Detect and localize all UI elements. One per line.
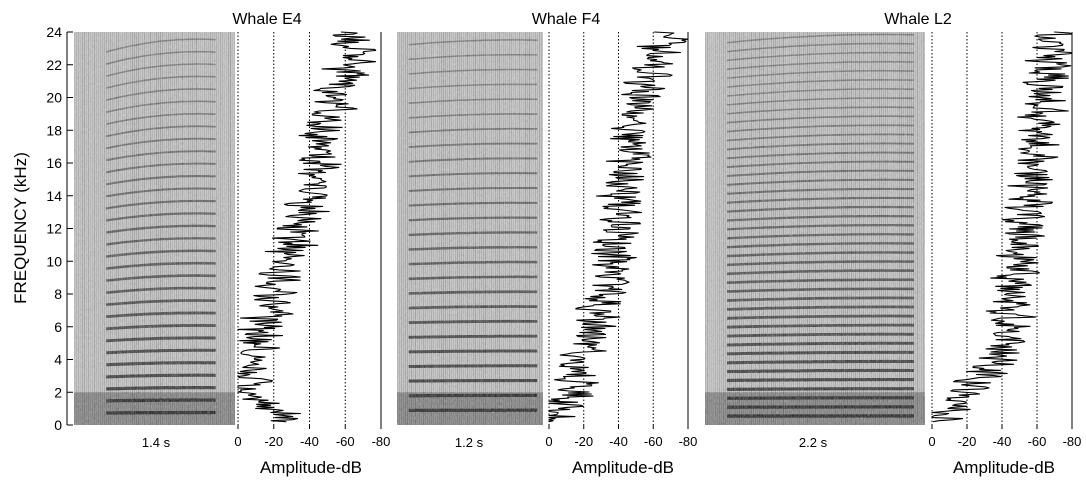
spectrogram-grain	[74, 32, 235, 425]
amp-tick-label: 0	[234, 434, 241, 449]
amp-tick-label: -80	[1063, 434, 1082, 449]
amplitude-trace	[237, 31, 377, 423]
panel-whale-e4: Whale E4 1.4 s 0 -20 -40 -60 -80 Amplitude-d…	[74, 11, 390, 477]
y-axis-label: FREQUENCY (kHz)	[11, 152, 30, 304]
duration-label: 1.4 s	[142, 435, 171, 450]
amplitude-axis: 0 -20 -40 -60 -80	[545, 425, 697, 449]
y-tick-label: 18	[46, 122, 62, 138]
amplitude-trace	[548, 31, 689, 423]
amp-tick-label: -80	[372, 434, 391, 449]
amp-tick-label: -40	[993, 434, 1012, 449]
amp-tick-label: -60	[644, 434, 663, 449]
y-tick-label: 16	[46, 155, 62, 171]
panel-title: Whale E4	[232, 11, 301, 28]
y-tick-label: 24	[46, 24, 62, 40]
y-tick-label: 22	[46, 57, 62, 73]
amplitude-spectrum	[931, 31, 1073, 425]
panel-whale-l2: Whale L2 2.2 s 0 -20 -40 -60 -80 Amplitude-d…	[705, 11, 1081, 477]
y-tick-label: 0	[54, 417, 62, 433]
y-tick-label: 12	[46, 221, 62, 237]
amp-tick-label: -20	[958, 434, 977, 449]
amplitude-axis-label: Amplitude-dB	[260, 458, 362, 477]
amp-tick-label: -20	[574, 434, 593, 449]
y-tick-label: 20	[46, 90, 62, 106]
amp-tick-label: -80	[679, 434, 698, 449]
amp-tick-label: -40	[300, 434, 319, 449]
amp-tick-label: -40	[609, 434, 628, 449]
amp-tick-label: -60	[336, 434, 355, 449]
amp-tick-label: -60	[1028, 434, 1047, 449]
amp-tick-label: -20	[264, 434, 283, 449]
amplitude-axis: 0 -20 -40 -60 -80	[234, 425, 390, 449]
panel-title: Whale F4	[532, 11, 601, 28]
y-tick-label: 14	[46, 188, 62, 204]
amplitude-trace	[931, 31, 1073, 423]
y-tick-label: 6	[54, 319, 62, 335]
amplitude-axis-label: Amplitude-dB	[953, 458, 1055, 477]
panel-whale-f4: Whale F4 1.2 s 0 -20 -40 -60 -80 Amplitude-d…	[397, 11, 697, 477]
y-tick-label: 8	[54, 286, 62, 302]
spectrogram-grain	[397, 32, 543, 425]
y-tick-label: 2	[54, 384, 62, 400]
amp-tick-label: 0	[545, 434, 552, 449]
spectrogram	[705, 32, 925, 425]
panel-title: Whale L2	[884, 11, 952, 28]
amplitude-spectrum	[548, 31, 689, 425]
amplitude-spectrum	[237, 31, 382, 425]
spectrogram-grain	[705, 32, 925, 425]
amp-tick-label: 0	[928, 434, 935, 449]
y-tick-label: 10	[46, 253, 62, 269]
spectrogram	[397, 32, 543, 425]
spectrogram	[74, 32, 235, 425]
y-tick-label: 4	[54, 352, 62, 368]
duration-label: 2.2 s	[799, 435, 828, 450]
amplitude-axis: 0 -20 -40 -60 -80	[928, 425, 1081, 449]
amplitude-axis-label: Amplitude-dB	[572, 458, 674, 477]
duration-label: 1.2 s	[455, 435, 484, 450]
